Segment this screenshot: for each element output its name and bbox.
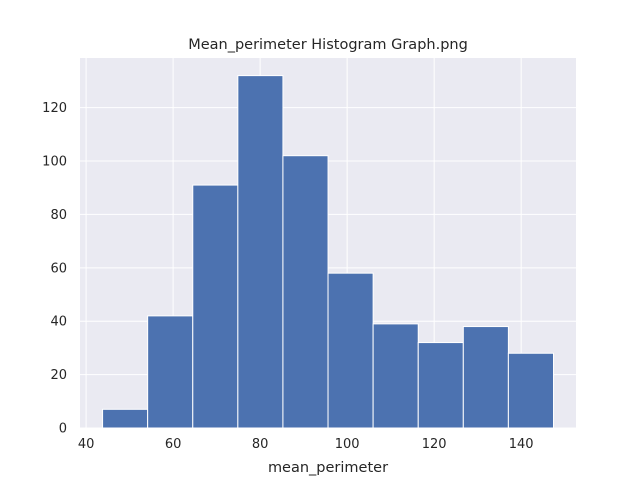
- y-tick-label: 120: [42, 101, 67, 116]
- histogram-bar-7: [372, 323, 419, 429]
- histogram-bar-2: [147, 315, 194, 429]
- x-axis-label: mean_perimeter: [268, 460, 388, 476]
- histogram-bar-6: [327, 272, 374, 429]
- chart-title: Mean_perimeter Histogram Graph.png: [188, 37, 468, 53]
- histogram-bar-3: [192, 184, 239, 429]
- y-tick-label: 60: [50, 261, 67, 276]
- y-tick-labels: 0 20 40 60 80 100 120: [42, 101, 67, 436]
- y-tick-label: 100: [42, 155, 67, 170]
- histogram-bar-1: [102, 408, 149, 429]
- histogram-bar-9: [462, 326, 509, 429]
- x-tick-label: 60: [165, 437, 182, 452]
- histogram-bar-5: [282, 155, 329, 429]
- histogram-bar-10: [507, 352, 555, 429]
- x-tick-label: 80: [252, 437, 269, 452]
- x-tick-label: 140: [509, 437, 534, 452]
- x-tick-labels: 40 60 80 100 120 140: [78, 437, 534, 452]
- y-tick-label: 80: [50, 208, 67, 223]
- x-tick-label: 40: [78, 437, 95, 452]
- histogram-bar-8: [417, 342, 464, 429]
- histogram-bars: [102, 75, 555, 429]
- y-tick-label: 20: [50, 368, 67, 383]
- y-tick-label: 40: [50, 315, 67, 330]
- x-tick-label: 100: [335, 437, 360, 452]
- histogram-bar-4: [237, 75, 284, 429]
- y-tick-label: 0: [59, 422, 67, 437]
- x-tick-label: 120: [422, 437, 447, 452]
